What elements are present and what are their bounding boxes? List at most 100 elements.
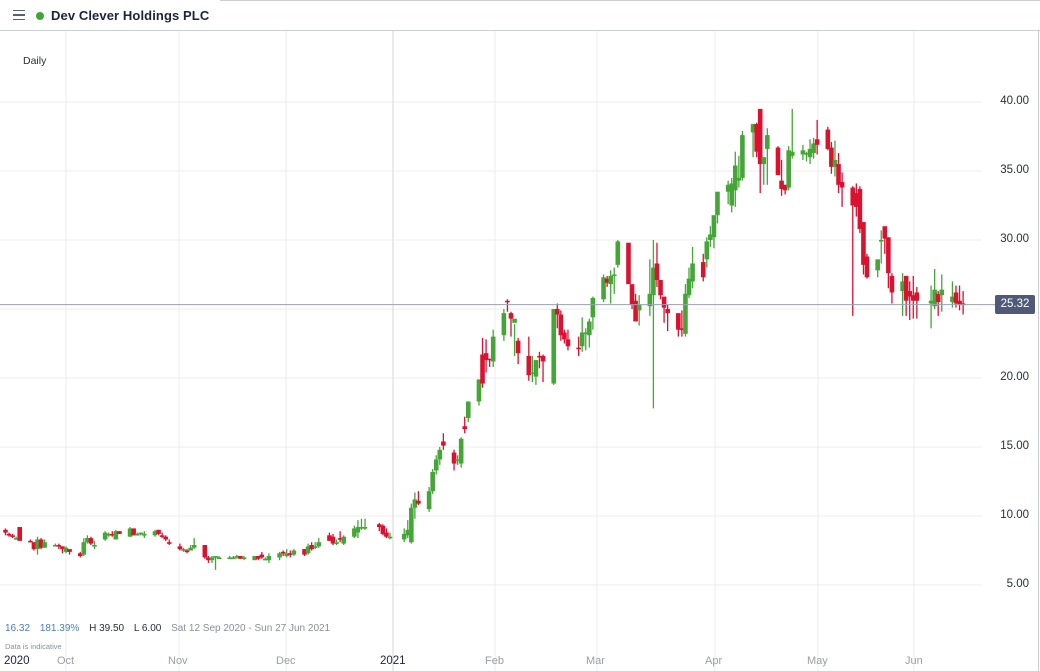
candle-body-down [907,291,913,297]
candle-body-down [910,295,916,301]
candle [829,142,834,174]
candle-body-up [234,556,240,558]
candle [789,108,795,159]
candle [355,520,361,539]
candle [736,155,742,188]
candle-body-up [35,539,40,550]
candle-body-up [476,379,482,402]
y-tick-label: 15.00 [1000,440,1029,452]
candle-body-down [629,284,635,305]
candle-body-down [88,538,94,544]
candle-body-up [284,553,290,557]
candle [530,355,535,383]
top-border [220,0,1040,1]
candle-body-down [184,550,190,553]
data-disclaimer: Data is indicative [5,642,62,651]
candle-body-down [31,542,37,550]
candle-body-up [92,544,97,547]
candle-body-down [202,544,208,558]
candle [17,527,23,541]
candle-body-up [928,300,934,304]
candle-body-down [779,180,784,189]
candle [387,532,393,540]
candle-body-down [416,500,421,504]
candle-body-up [188,547,193,551]
candle [665,304,670,332]
candle [512,318,517,356]
candle [633,293,638,322]
candle [654,242,660,287]
candlestick-chart[interactable] [0,31,1038,671]
candle [259,551,265,559]
candle-body-up [409,507,414,543]
candle-body-up [209,557,215,561]
candle-body-up [316,542,322,547]
candle-body-down [376,524,382,528]
candle-body-up [430,471,435,492]
candle [725,180,731,205]
candle-body-up [138,532,144,535]
candle-body-up [932,289,937,307]
candle-body-up [551,309,557,384]
candle [857,186,863,234]
candle-body-up [142,533,147,536]
candle-body-down [309,544,314,550]
candle [53,543,58,547]
candle [302,549,307,557]
candle [928,285,934,329]
candle [704,237,710,268]
candle-body-down [558,314,564,336]
candle [181,547,186,552]
chart-header: Dev Clever Holdings PLC [0,0,1040,31]
candle-body-up [241,557,247,559]
candle [490,329,496,367]
candle [102,531,108,541]
candle-body-up [711,215,717,238]
candle-body-down [451,452,457,464]
candle-body-up [355,527,361,533]
candle-body-down [850,187,856,206]
candle [864,253,870,279]
candle-body-up [832,159,838,167]
candle [540,354,546,383]
candle [554,303,560,329]
candle [238,556,243,559]
candle-body-down [10,535,15,537]
candle-body-down [238,556,243,559]
candle-body-down [508,313,514,319]
candle-body-up [401,533,407,540]
candle-body-down [330,536,336,544]
candle-body-up [900,281,905,292]
candle-body-up [636,304,642,311]
candle-body-down [676,313,681,330]
candle-body-down [565,339,571,347]
candle-body-up [352,528,357,537]
candle [886,237,891,289]
candle [38,538,44,550]
candle [63,546,69,554]
last-price-badge: 25.32 [995,295,1035,314]
candle-body-down [287,553,293,555]
candle-body-down [384,532,389,537]
hamburger-menu-icon[interactable] [13,10,25,21]
candle [807,139,813,165]
y-tick-label: 35.00 [1000,164,1029,176]
candle [426,487,432,512]
candle-body-up [789,151,795,156]
candle-body-down [903,275,909,301]
candle [284,549,290,558]
candle [28,539,33,543]
candle-body-down [957,300,962,305]
candle [903,275,909,316]
candle-body-up [134,533,140,536]
right-border [1038,31,1039,671]
candle [914,286,920,319]
candle [814,119,820,155]
candle-body-up [490,336,496,362]
candle [907,281,913,321]
stat-date-range: Sat 12 Sep 2020 - Sun 27 Jun 2021 [171,623,331,634]
interval-label[interactable]: Daily [23,55,47,67]
candle-body-up [732,165,738,191]
candle [188,544,193,551]
candle [56,543,62,550]
